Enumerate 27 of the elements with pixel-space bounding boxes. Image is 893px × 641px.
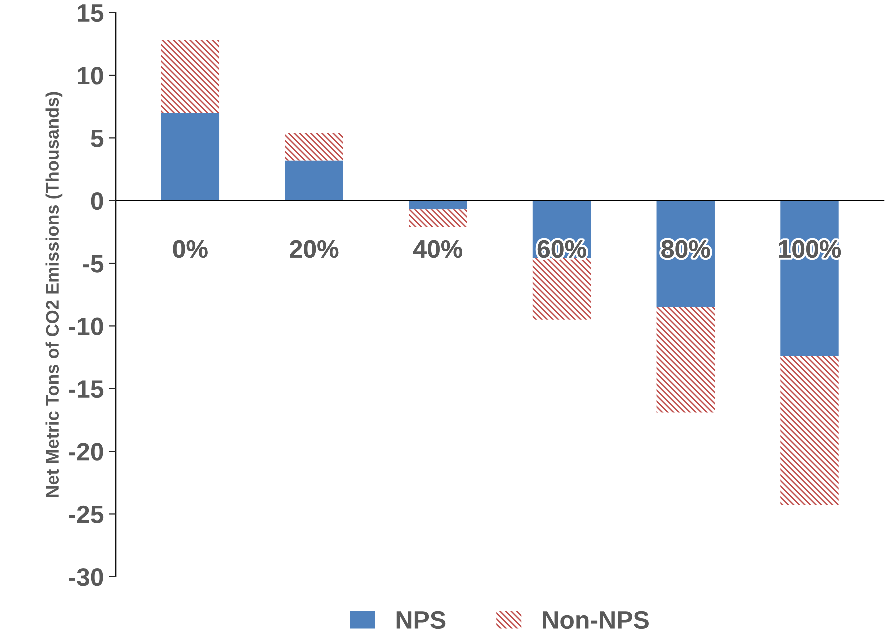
y-tick-label: -20 xyxy=(69,443,104,461)
y-axis-title: Net Metric Tons of CO2 Emissions (Thousands) xyxy=(46,92,63,498)
y-tick-label: -10 xyxy=(69,318,104,336)
bar xyxy=(409,200,468,210)
x-tick-label: 60% xyxy=(538,240,586,258)
bar xyxy=(656,307,715,413)
y-tick-label: 10 xyxy=(78,67,104,85)
x-tick-label: 0% xyxy=(173,240,208,258)
bar xyxy=(161,113,220,201)
y-tick-label: -5 xyxy=(83,255,104,273)
bar xyxy=(780,356,839,506)
y-tick-label: 15 xyxy=(78,4,104,22)
x-tick-label: 40% xyxy=(414,240,463,258)
y-tick-label: 5 xyxy=(91,130,104,148)
bar xyxy=(285,133,344,161)
legend-label: Non-NPS xyxy=(543,611,649,630)
x-tick-label: 80% xyxy=(662,240,710,258)
y-tick-label: -25 xyxy=(69,506,104,524)
y-tick-label: -30 xyxy=(69,568,104,586)
x-tick-label: 20% xyxy=(290,240,339,258)
legend-label: NPS xyxy=(396,611,446,630)
bar xyxy=(409,210,468,228)
bar xyxy=(161,40,220,114)
y-tick-label: -15 xyxy=(69,380,104,398)
bar xyxy=(532,258,592,320)
bar xyxy=(285,160,344,201)
y-tick-label: 0 xyxy=(91,192,104,210)
